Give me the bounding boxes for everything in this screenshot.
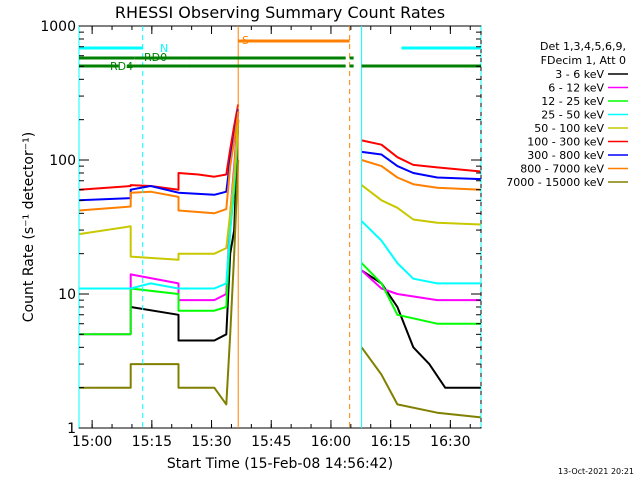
- y-axis: 1 10 100 1000: [40, 19, 481, 437]
- chart-title: RHESSI Observing Summary Count Rates: [115, 3, 445, 22]
- series-line-2: [79, 111, 481, 336]
- series-line-6: [79, 104, 481, 191]
- series-layer: [79, 104, 481, 419]
- x-tick-label-4: 15:45: [251, 434, 291, 450]
- x-tick-label-5: 16:00: [311, 434, 351, 450]
- y-tick-label-3: 100: [49, 153, 76, 169]
- legend-label-8: 800 - 7000 keV: [520, 163, 604, 176]
- legend-label-7: 300 - 800 keV: [527, 149, 604, 162]
- legend: Det 1,3,4,5,6,9, FDecim 1, Att 0 3 - 6 k…: [506, 40, 628, 189]
- legend-label-3: 12 - 25 keV: [541, 95, 604, 108]
- legend-header-line-1: Det 1,3,4,5,6,9,: [540, 40, 626, 53]
- x-tick-label-1: 15:00: [72, 434, 112, 450]
- legend-label-6: 100 - 300 keV: [527, 136, 604, 149]
- series-line-8: [79, 111, 481, 215]
- legend-label-9: 7000 - 15000 keV: [506, 176, 604, 189]
- series-line-5: [79, 119, 481, 261]
- n-annotation: N: [160, 42, 168, 55]
- rd4-annotation: RD4: [110, 60, 133, 73]
- plot-frame: [78, 25, 482, 429]
- vertical-markers: [78, 26, 482, 428]
- series-line-9: [79, 159, 481, 419]
- y-axis-label: Count Rate (s⁻¹ detector⁻¹): [21, 132, 37, 322]
- s-annotation: S: [242, 34, 249, 47]
- y-tick-label-1: 1: [67, 421, 76, 437]
- timestamp-footer: 13-Oct-2021 20:21: [558, 467, 634, 476]
- y-tick-label-4: 1000: [40, 19, 76, 35]
- x-tick-label-7: 16:30: [430, 434, 470, 450]
- legend-label-1: 3 - 6 keV: [555, 68, 604, 81]
- legend-label-5: 50 - 100 keV: [534, 122, 604, 135]
- series-line-4: [79, 119, 481, 290]
- x-tick-label-6: 16:15: [370, 434, 410, 450]
- x-axis-label: Start Time (15-Feb-08 14:56:42): [167, 456, 393, 472]
- legend-header-line-2: FDecim 1, Att 0: [541, 54, 626, 67]
- rd0-annotation: RD0: [144, 51, 167, 64]
- legend-label-4: 25 - 50 keV: [541, 109, 604, 122]
- x-tick-label-2: 15:15: [132, 434, 172, 450]
- instrument-state-bars: [79, 39, 481, 68]
- series-line-3: [79, 125, 481, 336]
- x-axis: 15:00 15:15 15:30 15:45 16:00 16:15 16:30: [72, 26, 471, 450]
- legend-label-2: 6 - 12 keV: [548, 82, 604, 95]
- series-line-7: [79, 108, 481, 202]
- x-tick-label-3: 15:30: [191, 434, 231, 450]
- y-tick-label-2: 10: [58, 287, 76, 303]
